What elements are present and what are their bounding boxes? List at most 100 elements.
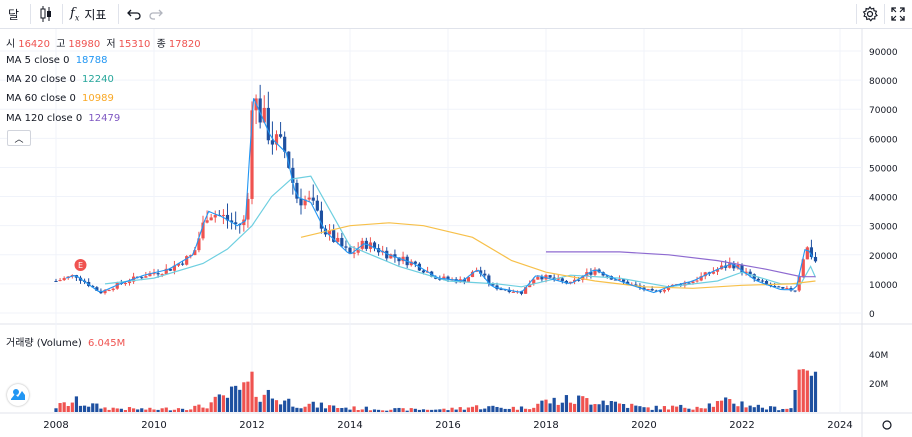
candle-body — [560, 278, 564, 281]
ma60-label: MA 60 close 0 — [6, 93, 76, 104]
volume-bar — [303, 406, 307, 412]
volume-bar — [650, 409, 654, 412]
time-tick-label: 2008 — [43, 420, 68, 431]
candle-body — [401, 256, 405, 262]
indicators-button[interactable]: fx 지표 — [70, 4, 106, 24]
volume-bar — [417, 409, 422, 412]
ma5-legend[interactable]: MA 5 close 0 18788 — [6, 55, 111, 66]
tradingview-logo-icon[interactable] — [7, 384, 29, 406]
price-tick-label: 80000 — [869, 77, 898, 87]
volume-bar — [405, 410, 409, 412]
candle-body — [703, 272, 707, 277]
volume-bar — [168, 410, 172, 412]
candle-body — [262, 107, 266, 123]
ma5-label: MA 5 close 0 — [6, 55, 70, 66]
chevron-up-icon: ︿ — [14, 134, 24, 145]
low-value: 15310 — [118, 39, 151, 50]
candle-body — [805, 247, 809, 260]
candle-body — [479, 270, 483, 274]
volume-bar — [54, 408, 58, 412]
candle-body — [180, 263, 185, 265]
volume-bar — [495, 406, 499, 412]
candle-body — [213, 214, 217, 218]
volume-bar — [299, 408, 303, 412]
candle-body — [327, 230, 332, 235]
candle-body — [711, 271, 716, 274]
volume-bar — [773, 406, 777, 412]
redo-button[interactable] — [148, 4, 164, 24]
candle-body — [278, 134, 283, 137]
candle-body — [189, 255, 193, 257]
candle-body — [409, 261, 413, 266]
volume-bar — [683, 407, 687, 412]
interval-button[interactable]: 달 — [8, 4, 19, 24]
volume-bar — [119, 408, 123, 412]
settings-button[interactable] — [862, 4, 878, 24]
volume-bar — [319, 402, 324, 412]
volume-label: 거래량 (Volume) — [6, 338, 82, 349]
candle-body — [715, 269, 720, 272]
volume-bar — [793, 389, 797, 412]
candle-body — [593, 269, 597, 275]
candle-body — [144, 276, 148, 278]
volume-bar — [552, 397, 556, 412]
candle-body — [646, 288, 650, 290]
ma20-value: 12240 — [82, 74, 114, 85]
time-tick-label: 2012 — [239, 420, 264, 431]
price-tick-label: 50000 — [869, 164, 898, 174]
volume-bar — [160, 408, 164, 412]
candle-body — [140, 277, 144, 279]
price-tick-label: 70000 — [869, 106, 898, 116]
candle-body — [319, 210, 324, 229]
price-tick-label: 90000 — [869, 48, 898, 58]
candle-body — [785, 288, 789, 290]
volume-bar — [756, 404, 760, 412]
volume-bar — [287, 398, 291, 412]
volume-bar — [454, 409, 458, 412]
volume-bar — [131, 408, 136, 412]
ma20-legend[interactable]: MA 20 close 0 12240 — [6, 74, 117, 85]
volume-bar — [87, 406, 91, 412]
ma5-value: 18788 — [75, 55, 108, 66]
toolbar-divider — [856, 4, 857, 24]
volume-bar — [568, 402, 573, 412]
candle-body — [760, 280, 765, 282]
candle-body — [662, 289, 667, 292]
candle-body — [442, 276, 446, 280]
candle-body — [266, 107, 270, 141]
volume-bar — [70, 402, 74, 412]
ma60-legend[interactable]: MA 60 close 0 10989 — [6, 93, 117, 104]
candle-body — [389, 254, 393, 259]
undo-button[interactable] — [126, 4, 142, 24]
candle-body — [315, 200, 319, 211]
volume-bar — [193, 405, 197, 412]
volume-bar — [470, 406, 475, 412]
volume-bar — [340, 407, 344, 412]
candle-body — [193, 250, 197, 256]
volume-bar — [809, 375, 814, 412]
undo-icon — [127, 9, 141, 20]
ma120-legend[interactable]: MA 120 close 0 12479 — [6, 113, 123, 124]
fullscreen-button[interactable] — [891, 4, 905, 24]
candle-body — [732, 263, 736, 269]
price-chart[interactable]: E 90000 80000 70000 60000 50000 40000 30000 200… — [0, 29, 912, 437]
candle-body — [95, 287, 99, 291]
volume-bar — [348, 409, 352, 412]
volume-bar — [409, 408, 413, 412]
candle-body — [528, 283, 532, 288]
volume-bar — [434, 409, 438, 412]
volume-bar — [474, 405, 479, 412]
candle-body — [491, 283, 495, 286]
high-value: 18980 — [68, 39, 101, 50]
volume-legend[interactable]: 거래량 (Volume) 6.045M — [6, 334, 128, 349]
volume-bar — [372, 409, 377, 412]
time-tick-label: 2018 — [533, 420, 558, 431]
chart-type-button[interactable] — [38, 4, 54, 24]
volume-bar — [360, 409, 364, 412]
volume-bar — [172, 409, 177, 412]
candle-body — [111, 288, 115, 291]
collapse-legend-button[interactable]: ︿ — [7, 130, 31, 146]
volume-bar — [715, 401, 720, 412]
volume-bar — [323, 408, 328, 412]
volume-bar — [654, 405, 658, 412]
